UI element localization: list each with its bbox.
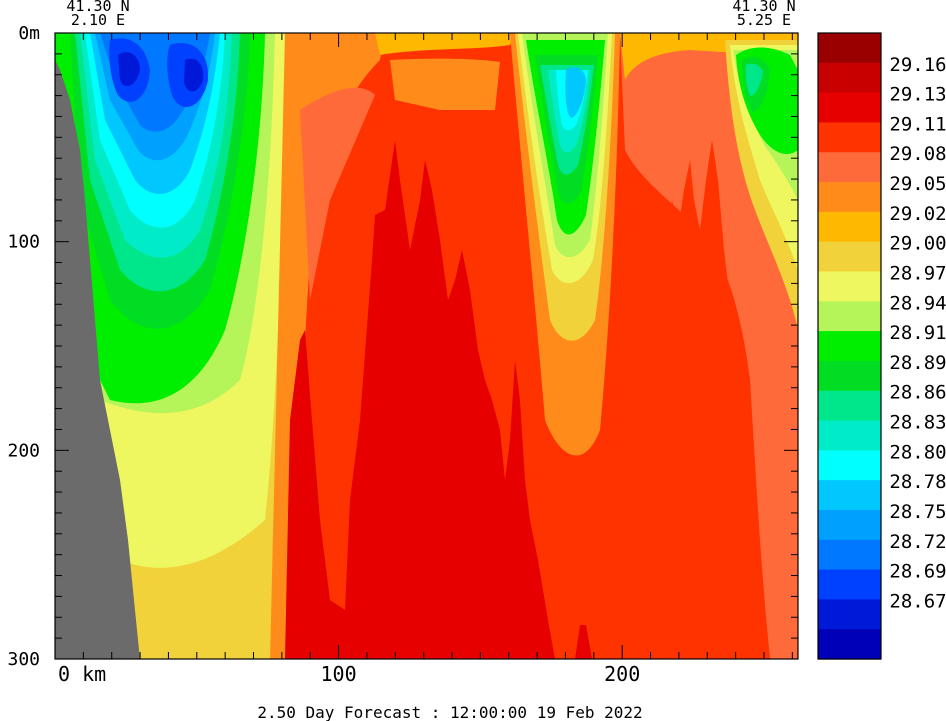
colorbar-swatch xyxy=(818,450,881,481)
colorbar-swatch xyxy=(818,301,881,332)
colorbar-swatch xyxy=(818,33,881,64)
x-axis: 0 km 100 200 xyxy=(58,33,793,686)
colorbar-label: 28.97 xyxy=(889,262,946,284)
band-29.13-main xyxy=(285,140,555,659)
colorbar-swatch xyxy=(818,420,881,451)
forecast-caption: 2.50 Day Forecast : 12:00:00 19 Feb 2022 xyxy=(257,703,642,721)
colorbar-label: 29.16 xyxy=(889,54,946,76)
colorbar-swatch xyxy=(818,182,881,213)
colorbar-swatch xyxy=(818,152,881,183)
x-tick-label: 100 xyxy=(321,662,357,686)
x-tick-label: 200 xyxy=(604,662,640,686)
band-29.08-right xyxy=(605,140,770,659)
y-tick-label: 0m xyxy=(18,23,40,44)
right-lat-label: 41.30 N xyxy=(732,0,795,15)
colorbar-label: 28.72 xyxy=(889,531,946,553)
colorbar-swatch xyxy=(818,360,881,392)
colorbar-swatch xyxy=(818,629,881,660)
temperature-field xyxy=(55,33,798,659)
y-tick-label: 100 xyxy=(7,232,40,253)
band-28.83-right xyxy=(745,63,763,96)
colorbar-swatch xyxy=(818,271,881,302)
colorbar-label: 28.67 xyxy=(889,590,946,612)
colorbar-label: 29.11 xyxy=(889,113,946,135)
colorbar-label: 28.75 xyxy=(889,501,946,523)
left-lon-label: 2.10 E xyxy=(71,11,125,29)
colorbar-swatch xyxy=(818,331,881,362)
x-tick-label: 0 km xyxy=(58,662,106,686)
colorbar-swatch xyxy=(818,211,881,243)
land-mask xyxy=(55,33,140,659)
band-28.65b xyxy=(184,58,204,92)
right-lon-label: 5.25 E xyxy=(737,11,791,29)
colorbar-label: 29.00 xyxy=(889,233,946,255)
colorbar-frame xyxy=(817,32,882,660)
colorbar-label: 28.89 xyxy=(889,352,946,374)
band-28.65a xyxy=(118,52,140,86)
band-28.75-dip xyxy=(565,67,586,118)
colorbar-label: 28.80 xyxy=(889,441,946,463)
band-29.02-edge xyxy=(270,33,385,659)
colorbar-swatch xyxy=(818,480,881,511)
colorbar-label: 29.02 xyxy=(889,203,946,225)
left-lat-label: 41.30 N xyxy=(66,0,129,15)
y-tick-label: 300 xyxy=(7,649,40,670)
colorbar-swatch xyxy=(818,241,881,273)
y-axis: 0m 100 200 300 xyxy=(7,23,798,670)
colorbar: 29.16 29.13 29.11 29.08 29.05 29.02 29.00 28.97… xyxy=(817,32,946,660)
colorbar-swatch xyxy=(818,62,881,94)
colorbar-label: 28.94 xyxy=(889,292,946,314)
colorbar-label: 29.08 xyxy=(889,143,946,165)
colorbar-swatch xyxy=(818,539,881,571)
colorbar-label: 29.05 xyxy=(889,173,946,195)
colorbar-label: 28.91 xyxy=(889,322,946,344)
colorbar-swatch xyxy=(818,599,881,630)
colorbar-label: 28.86 xyxy=(889,382,946,404)
colorbar-swatch xyxy=(818,122,881,153)
y-tick-label: 200 xyxy=(7,440,40,461)
colorbar-label: 28.78 xyxy=(889,471,946,493)
colorbar-label: 28.69 xyxy=(889,561,946,583)
band-29.02-top xyxy=(390,58,500,110)
band-29.13-small xyxy=(575,625,592,659)
colorbar-swatch xyxy=(818,569,881,600)
colorbar-label: 28.83 xyxy=(889,412,946,434)
colorbar-swatch xyxy=(818,509,881,541)
colorbar-swatch xyxy=(818,92,881,124)
colorbar-swatch xyxy=(818,390,881,422)
colorbar-label: 29.13 xyxy=(889,84,946,106)
band-29.05-left xyxy=(300,87,375,301)
